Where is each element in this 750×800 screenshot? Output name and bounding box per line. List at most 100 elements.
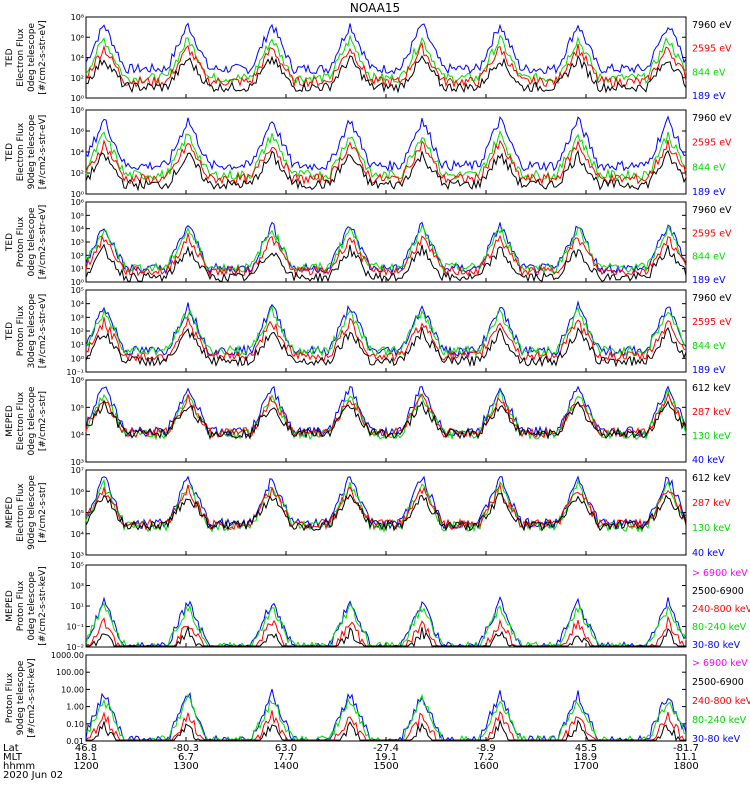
series-line-green (85, 305, 687, 358)
x-tick-label: 1700 (573, 761, 598, 772)
y-axis-label: 0deg telescope (27, 571, 37, 641)
x-tick-label: 1400 (273, 761, 298, 772)
panel-3: 10⁰ 10¹ 10² 10³ 10⁴ 10⁵ 10⁶ TED Proton Flux 0deg … (5, 198, 732, 287)
series-line-red (85, 139, 687, 186)
y-tick-label: 10⁻¹ (66, 623, 84, 632)
legend-entry: 287 keV (692, 498, 731, 509)
y-tick-label: 10⁶ (71, 33, 84, 42)
panel-frame (85, 379, 687, 463)
series-line-red (85, 483, 687, 531)
y-axis-label: MEPED (5, 405, 15, 437)
x-tick-label: 19.1 (375, 752, 397, 763)
panel-2: 10⁰ 10² 10⁴ 10⁶ 10⁸ TED Electron Flux 90deg tel… (5, 106, 732, 199)
y-tick-label: 10⁶ (71, 487, 84, 496)
x-tick-label: 11.1 (675, 752, 697, 763)
legend-entry: 844 eV (692, 67, 726, 78)
y-tick-label: 10.00 (61, 685, 84, 694)
y-tick-label: 10⁰ (71, 190, 84, 199)
x-tick-label: -80.3 (173, 743, 199, 754)
y-axis-label: 90deg telescope (16, 660, 26, 735)
y-tick-label: 10⁶ (71, 376, 84, 385)
legend-entry: 240-800 keV (692, 604, 750, 615)
y-axis-label: 90deg telescope (27, 475, 37, 550)
series-line-red (85, 233, 687, 278)
x-tick-label: 18.9 (575, 752, 597, 763)
y-tick-label: 10⁵ (71, 211, 84, 220)
legend-entry: 844 eV (692, 162, 726, 173)
legend-entry: 2500-6900 (692, 677, 744, 688)
legend-entry: 7960 eV (692, 293, 732, 304)
legend-entry: 30-80 keV (692, 640, 741, 651)
legend-entry: 844 eV (692, 341, 726, 352)
panel-frame (85, 654, 687, 742)
y-axis-label: Electron Flux (16, 391, 26, 450)
y-axis-label: TED (5, 48, 15, 67)
series-line-black (85, 243, 687, 284)
y-tick-label: 0.01 (66, 737, 84, 746)
series-line-black (85, 326, 687, 368)
y-axis-label: Proton Flux (16, 305, 26, 356)
legend-entry: 189 eV (692, 91, 726, 102)
y-tick-label: 10² (71, 251, 84, 260)
y-tick-label: 10⁴ (71, 148, 84, 157)
legend-entry: 7960 eV (692, 113, 732, 124)
legend-entry: 189 eV (692, 365, 726, 376)
panel-frame (85, 564, 687, 648)
y-tick-label: 10³ (71, 313, 84, 322)
x-row-label: Lat (3, 743, 19, 754)
y-tick-label: 10⁴ (71, 300, 84, 309)
series-line-red (85, 615, 686, 647)
series-line-blue (85, 688, 687, 742)
series-line-green (85, 129, 687, 182)
y-axis-label: Proton Flux (5, 672, 15, 723)
legend-entry: > 6900 keV (692, 658, 748, 669)
panel-1: 10⁰ 10² 10⁴ 10⁶ 10⁸ TED Electron Flux 0deg tele… (5, 13, 732, 103)
y-tick-label: 10² (71, 169, 84, 178)
series-line-blue (85, 385, 687, 438)
y-tick-label: 10² (71, 327, 84, 336)
y-axis-label: Proton Flux (16, 580, 26, 631)
y-axis-label: 0deg telescope (27, 386, 37, 456)
series-line-red (85, 315, 687, 363)
legend-entry: 130 keV (692, 523, 731, 534)
y-tick-label: 10¹ (71, 341, 84, 350)
x-tick-label: 18.1 (75, 752, 97, 763)
y-tick-label: 10⁶ (71, 127, 84, 136)
x-tick-label: 1600 (473, 761, 498, 772)
y-axis-label: Electron Flux (16, 28, 26, 87)
panel-4: 10⁻¹ 10⁰ 10¹ 10² 10³ 10⁴ 10⁵ TED Proton Flux 30de… (5, 286, 732, 377)
y-axis-label: Electron Flux (16, 122, 26, 181)
legend-entry: 7960 eV (692, 20, 732, 31)
y-axis-label: TED (5, 143, 15, 162)
y-axis-label: [#/cm2-s-str-eV] (38, 205, 48, 280)
y-axis-label: 0deg telescope (27, 23, 37, 93)
panel-6: 10³ 10⁴ 10⁵ 10⁶ 10⁷ MEPED Electron Flux 90deg t… (5, 466, 731, 560)
series-line-green (85, 602, 687, 648)
y-tick-label: 10⁵ (71, 509, 84, 518)
y-tick-label: 0.10 (66, 720, 84, 729)
y-axis-label: [#/cm2-s-str-eV] (38, 20, 48, 95)
y-tick-label: 10² (71, 74, 84, 83)
series-line-green (85, 693, 687, 742)
series-line-red (85, 392, 687, 439)
legend-entry: 2595 eV (692, 44, 732, 55)
x-tick-label: -8.9 (476, 743, 496, 754)
series-line-blue (85, 596, 687, 648)
figure-title: NOAA15 (350, 1, 400, 15)
series-line-blue (85, 300, 687, 358)
legend-entry: 287 keV (692, 407, 731, 418)
y-axis-label: Electron Flux (16, 483, 26, 542)
y-tick-label: 100.00 (56, 668, 84, 677)
panel-5: 10³ 10⁴ 10⁵ 10⁶ MEPED Electron Flux 0deg teles… (5, 376, 731, 467)
y-axis-label: 0deg telescope (27, 207, 37, 277)
y-tick-label: 10⁵ (71, 561, 84, 570)
y-tick-label: 10⁰ (71, 278, 84, 287)
legend-entry: 844 eV (692, 252, 726, 263)
legend-entry: 189 eV (692, 275, 726, 286)
legend-entry: 40 keV (692, 548, 725, 559)
panel-7: 10⁻² 10⁻¹ 10¹ 10³ 10⁵ MEPED Proton Flux 0deg te… (5, 561, 750, 652)
y-tick-label: 10⁰ (71, 94, 84, 103)
y-axis-label: [#/cm2-s-str-eV] (38, 115, 48, 190)
